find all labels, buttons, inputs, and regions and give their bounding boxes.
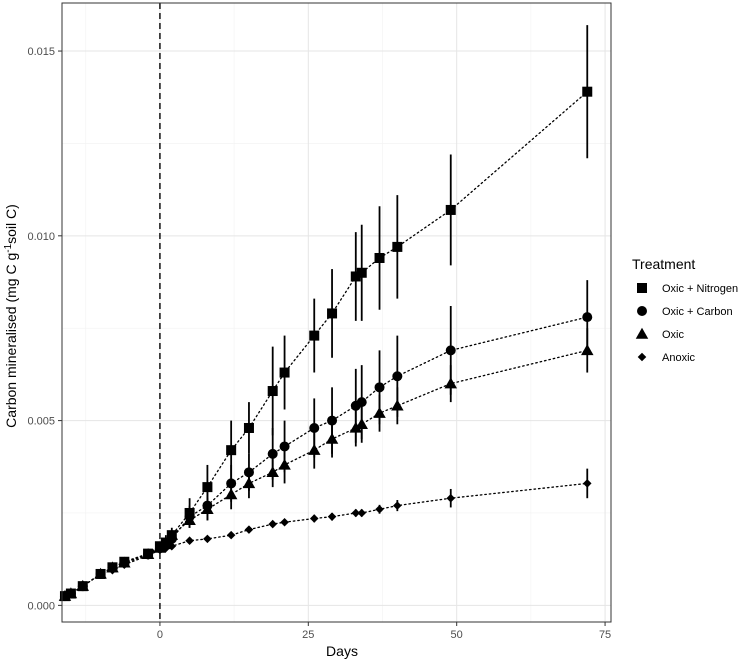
data-point-triangle [307,443,321,455]
data-point-diamond [327,512,337,521]
data-point-square [309,330,320,341]
data-point-diamond [357,508,366,518]
data-point-square [202,482,213,493]
data-point-diamond [143,551,153,560]
data-point-triangle [355,418,368,429]
x-tick-label: 25 [302,629,314,641]
data-point-diamond [351,508,361,518]
y-tick-label: 0.000 [27,600,55,612]
data-point-diamond [375,505,384,514]
data-point-circle [267,448,278,459]
data-point-triangle [444,377,458,389]
data-point-triangle [201,503,214,514]
legend-key-square [637,283,647,293]
data-point-diamond [78,581,88,591]
data-point-diamond [244,525,254,534]
data-point-diamond [96,569,105,579]
data-point-triangle [391,399,404,411]
data-point-diamond [66,589,76,598]
data-point-square [226,445,237,456]
data-point-circle [309,422,320,433]
legend-label: Oxic + Carbon [662,306,733,318]
y-axis-title-base: Carbon mineralised (mg C g [3,253,19,428]
data-point-triangle [373,406,386,418]
data-point-triangle [165,528,179,540]
data-point-diamond [60,591,70,601]
legend-label: Oxic + Nitrogen [662,283,738,295]
data-point-triangle [183,514,196,526]
axes: 0 25 50 75 0.000 0.005 0.010 0.015 [27,2,612,641]
data-point-triangle [581,344,594,356]
data-point-circle [392,371,403,382]
data-point-diamond [226,530,236,540]
y-tick-label: 0.010 [27,231,55,243]
data-point-triangle [224,488,238,500]
legend-item: Oxic + Carbon [637,306,733,318]
data-point-square [350,271,361,282]
legend-key-diamond [637,352,647,362]
data-point-diamond [582,479,592,488]
legend-label: Anoxic [662,352,696,364]
data-point-square [267,386,278,397]
data-point-diamond [203,534,212,544]
data-point-square [327,308,338,319]
legend-key-triangle [635,327,649,339]
series-diamond [60,468,592,601]
data-point-diamond [268,519,277,529]
data-point-triangle [278,458,291,470]
y-tick-label: 0.005 [27,416,55,428]
legend-item: Anoxic [637,352,696,364]
x-tick-label: 50 [451,629,463,641]
legend-key-circle [637,306,647,316]
data-point-square [374,252,385,263]
data-point-diamond [167,541,177,551]
data-point-circle [374,382,385,393]
data-point-diamond [309,514,319,523]
data-point-triangle [325,432,339,444]
data-point-circle [445,345,456,356]
y-axis-title-tail: soil C) [3,204,19,244]
legend-item: Oxic + Nitrogen [637,283,738,295]
data-point-diamond [185,536,194,545]
data-point-diamond [393,501,402,510]
data-point-diamond [446,493,456,503]
data-point-triangle [349,421,363,433]
series-layer [58,25,594,602]
x-tick-label: 75 [599,629,611,641]
data-point-triangle [266,466,279,478]
legend-item: Oxic [635,327,685,341]
data-point-square [279,367,290,378]
data-point-circle [582,312,593,323]
data-point-diamond [120,560,129,569]
legend-title: Treatment [632,256,695,272]
data-point-square [356,267,367,278]
legend: Treatment Oxic + Nitrogen Oxic + Carbon Ox… [632,256,738,364]
x-tick-label: 0 [157,629,163,641]
y-axis-title: Carbon mineralised (mg C g-1soil C) [3,204,20,428]
data-point-square [243,422,254,433]
y-tick-label: 0.015 [27,46,55,58]
y-axis-title-sup: -1 [3,243,14,252]
legend-label: Oxic [662,329,685,341]
data-point-square [582,86,593,97]
data-point-circle [356,397,367,408]
panel-border [61,2,612,623]
data-point-diamond [108,565,117,575]
x-axis-title: Days [326,643,358,659]
data-point-triangle [242,477,256,489]
data-point-square [445,204,456,215]
data-point-square [392,241,403,252]
data-point-diamond [280,517,289,527]
